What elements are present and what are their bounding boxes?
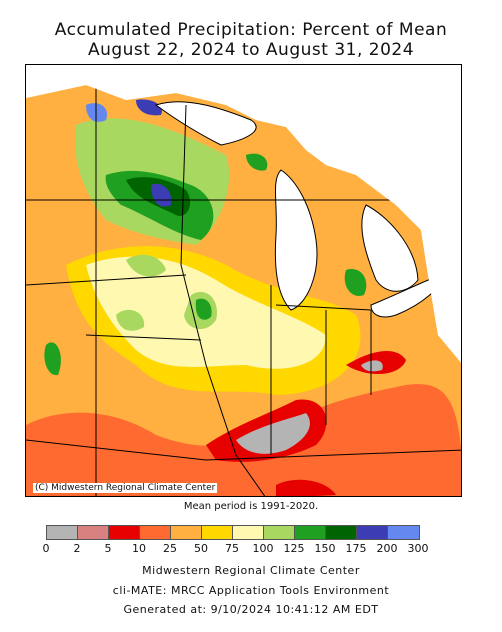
map-canvas bbox=[26, 65, 461, 496]
legend-tick-label: 100 bbox=[252, 542, 274, 555]
map-title-line1: Accumulated Precipitation: Percent of Me… bbox=[54, 20, 448, 40]
legend-swatch-5 bbox=[202, 526, 233, 539]
legend-tick-label: 300 bbox=[407, 542, 429, 555]
legend-tick-label: 200 bbox=[376, 542, 398, 555]
legend-swatch-4 bbox=[171, 526, 202, 539]
footer-org: Midwestern Regional Climate Center bbox=[142, 564, 360, 577]
legend-tick-label: 150 bbox=[314, 542, 336, 555]
legend-swatch-9 bbox=[326, 526, 357, 539]
outside-region bbox=[26, 65, 461, 363]
legend-tick-label: 10 bbox=[132, 542, 146, 555]
legend-swatch-1 bbox=[78, 526, 109, 539]
footer-app: cli-MATE: MRCC Application Tools Environ… bbox=[112, 584, 390, 597]
legend-tick-label: 50 bbox=[194, 542, 208, 555]
legend-swatch-11 bbox=[388, 526, 419, 539]
legend-ticks: 0 2 5 10 25 50 75 100 125 150 175 200 300 bbox=[42, 542, 444, 556]
legend-swatch-0 bbox=[47, 526, 78, 539]
legend-tick-label: 5 bbox=[104, 542, 112, 555]
legend-swatch-8 bbox=[295, 526, 326, 539]
footer-generated: Generated at: 9/10/2024 10:41:12 AM EDT bbox=[123, 603, 379, 616]
legend-tick-label: 25 bbox=[163, 542, 177, 555]
legend-swatch-10 bbox=[357, 526, 388, 539]
precipitation-map: (C) Midwestern Regional Climate Center bbox=[25, 64, 462, 497]
legend-swatch-2 bbox=[109, 526, 140, 539]
color-legend bbox=[46, 525, 420, 540]
legend-swatch-3 bbox=[140, 526, 171, 539]
map-title-line2: August 22, 2024 to August 31, 2024 bbox=[87, 40, 415, 60]
legend-tick-label: 75 bbox=[225, 542, 239, 555]
copyright-label: (C) Midwestern Regional Climate Center bbox=[33, 483, 218, 493]
legend-swatch-7 bbox=[264, 526, 295, 539]
legend-tick-label: 2 bbox=[73, 542, 81, 555]
legend-swatch-6 bbox=[233, 526, 264, 539]
legend-tick-label: 0 bbox=[42, 542, 50, 555]
mean-period-note: Mean period is 1991-2020. bbox=[183, 501, 319, 512]
legend-tick-label: 175 bbox=[345, 542, 367, 555]
great-lakes bbox=[154, 101, 443, 318]
legend-tick-label: 125 bbox=[283, 542, 305, 555]
